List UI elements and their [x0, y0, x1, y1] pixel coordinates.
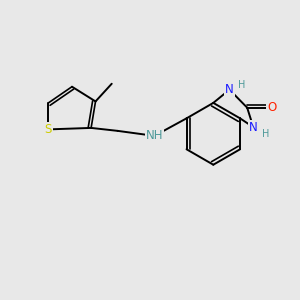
Text: N: N: [225, 83, 234, 96]
Text: N: N: [249, 121, 258, 134]
Text: H: H: [262, 129, 269, 139]
Text: NH: NH: [146, 129, 163, 142]
Text: O: O: [267, 101, 277, 114]
Text: H: H: [238, 80, 246, 90]
Text: S: S: [45, 123, 52, 136]
